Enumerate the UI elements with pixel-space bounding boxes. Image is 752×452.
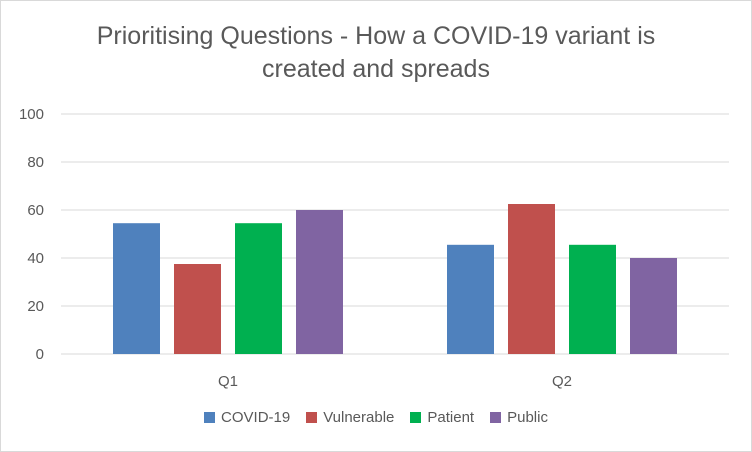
- legend-label: Vulnerable: [323, 409, 395, 426]
- legend-swatch: [204, 412, 216, 423]
- legend-swatch: [490, 412, 502, 423]
- chart-legend: COVID-19 Vulnerable Patient Public: [0, 409, 752, 426]
- bar: [569, 244, 616, 354]
- y-tick-label: 40: [27, 250, 44, 267]
- legend-item: Public: [490, 409, 548, 426]
- bar: [447, 244, 494, 354]
- legend-label: Public: [507, 409, 548, 426]
- bar: [174, 264, 221, 354]
- bar: [113, 223, 160, 354]
- legend-item: COVID-19: [204, 409, 290, 426]
- y-tick-label: 60: [27, 202, 44, 219]
- y-tick-label: 80: [27, 154, 44, 171]
- legend-item: Vulnerable: [306, 409, 394, 426]
- y-tick-label: 20: [27, 298, 44, 315]
- legend-item: Patient: [410, 409, 474, 426]
- y-tick-label: 0: [36, 346, 44, 363]
- legend-swatch: [306, 412, 318, 423]
- chart-title-line1: Prioritising Questions - How a COVID-19 …: [96, 22, 656, 50]
- y-tick-label: 100: [19, 106, 44, 123]
- legend-swatch: [410, 412, 422, 423]
- x-category-label: Q1: [218, 373, 238, 390]
- x-category-label: Q2: [552, 373, 572, 390]
- bar: [296, 210, 343, 354]
- bar: [235, 223, 282, 354]
- legend-label: Patient: [427, 409, 475, 426]
- chart-title-line2: created and spreads: [262, 55, 490, 83]
- bar: [508, 204, 555, 354]
- legend-label: COVID-19: [221, 409, 291, 426]
- bar: [630, 258, 677, 354]
- chart-title: Prioritising Questions - How a COVID-19 …: [0, 20, 752, 86]
